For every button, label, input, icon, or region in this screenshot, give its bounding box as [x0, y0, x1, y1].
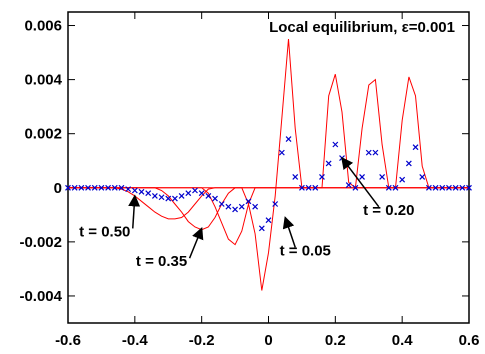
data-point-marker [98, 184, 105, 191]
annotation-2: t = 0.05 [280, 216, 331, 259]
data-point-marker [319, 174, 325, 180]
data-point-marker [85, 184, 91, 191]
data-point-marker [278, 149, 285, 156]
data-point-marker [446, 184, 452, 191]
data-point-marker [151, 192, 158, 199]
annotation-arrow [128, 194, 141, 229]
data-point-marker [158, 194, 165, 201]
series-line-3 [68, 38, 469, 291]
axis-ticks: -0.6 -0.4 -0.2 0 0.2 0.4 0.6 -0.004 -0.002 0 0.002… [19, 12, 479, 349]
annotation-arrow [341, 156, 380, 208]
annotation-1: t = 0.35 [136, 226, 204, 270]
x-tick-label: 0.2 [325, 332, 346, 349]
data-point-marker [91, 184, 98, 191]
data-point-marker [425, 184, 432, 191]
data-point-marker [439, 184, 446, 191]
data-point-marker [432, 184, 439, 191]
y-tick-label: -0.004 [19, 288, 62, 305]
data-point-marker [165, 195, 172, 202]
annotations-group: t = 0.50 t = 0.35 t = 0.05 t = 0.20 [79, 156, 414, 270]
data-point-marker [419, 174, 426, 180]
x-tick-label: -0.2 [189, 332, 215, 349]
data-point-marker [198, 190, 205, 197]
data-point-marker [312, 184, 319, 191]
x-tick-label: -0.4 [122, 332, 149, 349]
data-point-marker [466, 184, 472, 191]
data-point-marker [71, 184, 78, 191]
annotation-0: t = 0.50 [79, 194, 141, 240]
data-point-marker [205, 192, 212, 199]
data-point-marker [212, 195, 218, 202]
data-point-marker [392, 184, 399, 191]
annotation-label: t = 0.50 [79, 223, 130, 240]
data-point-marker [459, 184, 466, 191]
annotation-label: t = 0.20 [363, 202, 414, 219]
x-tick-label: 0.6 [459, 332, 480, 349]
data-point-marker [78, 184, 85, 191]
data-point-marker [352, 184, 359, 191]
data-point-marker [252, 203, 259, 210]
y-tick-label: -0.002 [19, 234, 62, 251]
data-point-marker [245, 198, 252, 205]
data-point-marker [65, 184, 71, 191]
data-point-marker [379, 174, 386, 180]
data-point-marker [345, 182, 352, 189]
annotation-label: t = 0.35 [136, 253, 187, 270]
data-point-marker [265, 217, 272, 224]
data-point-marker [118, 184, 125, 191]
data-point-marker [405, 160, 412, 167]
data-point-marker [332, 141, 339, 148]
data-point-marker [298, 184, 305, 191]
data-point-marker [145, 190, 152, 197]
data-point-marker [412, 144, 419, 151]
data-point-marker [359, 174, 365, 180]
y-tick-label: 0.002 [24, 126, 62, 143]
data-point-marker [185, 190, 192, 197]
data-point-marker [258, 225, 265, 232]
series-group [65, 38, 472, 291]
data-point-marker [385, 184, 392, 191]
data-point-marker [111, 184, 118, 191]
annotation-3: t = 0.20 [341, 156, 414, 219]
data-point-marker [178, 192, 185, 199]
y-tick-label: 0.004 [24, 72, 62, 89]
x-tick-label: -0.6 [55, 332, 81, 349]
data-point-marker [131, 187, 138, 194]
y-tick-label: 0 [54, 180, 62, 197]
data-point-marker [372, 149, 379, 156]
data-point-marker [272, 201, 279, 207]
data-point-marker [325, 160, 332, 167]
data-point-marker [232, 206, 239, 213]
chart-title: Local equilibrium, ε=0.001 [269, 19, 455, 36]
annotation-arrow [188, 226, 204, 259]
y-tick-label: 0.006 [24, 18, 62, 35]
data-point-marker [365, 149, 372, 156]
data-point-marker [238, 203, 245, 210]
data-point-marker [292, 174, 299, 180]
x-tick-label: 0 [264, 332, 272, 349]
annotation-arrow [282, 216, 296, 248]
series-line-2 [68, 187, 469, 246]
x-tick-label: 0.4 [392, 332, 414, 349]
data-point-marker [399, 176, 406, 183]
data-point-marker [172, 195, 178, 202]
data-point-marker [192, 187, 198, 194]
annotation-label: t = 0.05 [280, 242, 331, 259]
data-point-marker [105, 184, 112, 191]
data-point-marker [225, 203, 232, 210]
plot-frame [67, 11, 470, 324]
data-point-marker [218, 201, 225, 207]
data-point-marker [138, 188, 145, 195]
data-point-marker [452, 184, 459, 191]
data-point-marker [285, 136, 292, 143]
data-point-marker [305, 184, 312, 191]
data-point-marker [125, 186, 132, 193]
